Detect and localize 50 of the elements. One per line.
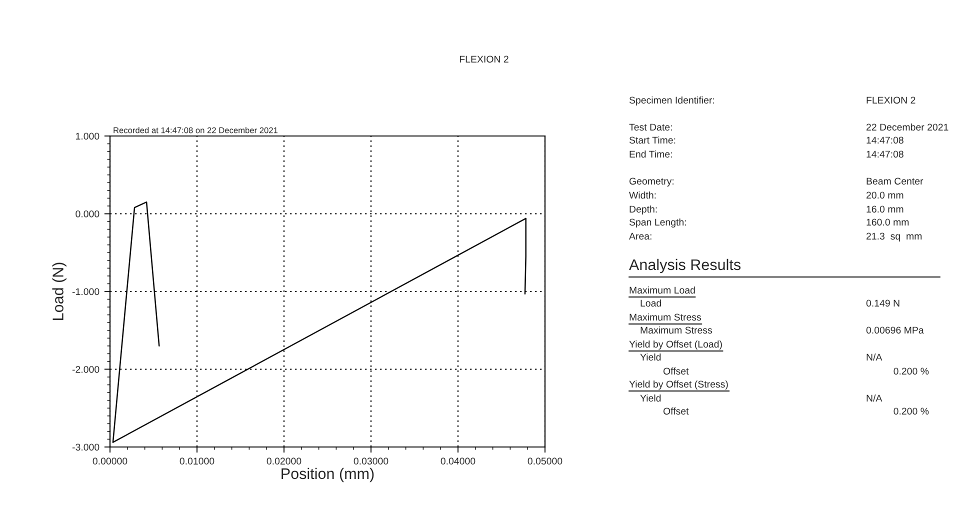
- y-tick-label: 1.000: [76, 132, 100, 140]
- text: 20.0 mm: [866, 192, 904, 199]
- text: N/A: [866, 353, 882, 361]
- x-tick-label: 0.05000: [528, 458, 562, 465]
- x-tick-label: 0.04000: [440, 458, 476, 465]
- text: Start Time:: [629, 136, 676, 144]
- y-tick-label: -2.000: [72, 366, 100, 373]
- text: Maximum Stress: [640, 326, 712, 334]
- text: Yield by Offset (Stress): [629, 380, 728, 390]
- y-tick-label: -1.000: [72, 288, 100, 296]
- text: Yield: [640, 394, 661, 402]
- text: Specimen Identifier:: [629, 96, 714, 106]
- text: 0.00696 MPa: [866, 326, 924, 334]
- x-tick-label: 0.01000: [180, 458, 214, 465]
- text: Maximum Stress: [630, 313, 702, 321]
- text: 14:47:08: [866, 150, 904, 158]
- text: Area:: [629, 232, 652, 240]
- y-axis-title: Load (N): [52, 262, 66, 320]
- x-tick-label: 0.00000: [92, 458, 128, 465]
- x-tick-label: 0.03000: [354, 458, 388, 465]
- text: Offset: [663, 407, 689, 415]
- text: Yield by Offset (Load): [629, 340, 722, 350]
- text: Depth:: [630, 205, 657, 215]
- text: Test Date:: [629, 124, 672, 131]
- text: Maximum Load: [630, 286, 695, 294]
- text: 0.149 N: [866, 300, 900, 307]
- text: Span Length:: [629, 218, 686, 228]
- text: 21.3 sq mm: [866, 232, 922, 242]
- text: 14:47:08: [866, 136, 904, 144]
- text: N/A: [866, 394, 882, 402]
- text: 160.0 mm: [866, 218, 909, 226]
- text: 16.0 mm: [866, 206, 904, 213]
- x-axis-title: Position (mm): [282, 468, 374, 482]
- text: Geometry:: [629, 178, 674, 187]
- text: End Time:: [630, 150, 672, 158]
- text: Analysis Results: [629, 258, 741, 274]
- text: Width:: [629, 191, 656, 199]
- text: FLEXION 2: [866, 96, 916, 104]
- x-tick-label: 0.02000: [266, 458, 302, 465]
- text: Offset: [663, 367, 689, 375]
- chart-title: FLEXION 2: [460, 56, 508, 63]
- text: 0.200 %: [894, 368, 929, 375]
- text: 0.200 %: [894, 408, 929, 415]
- text: 22 December 2021: [866, 123, 948, 131]
- y-tick-label: 0.000: [76, 210, 100, 218]
- text: Beam Center: [866, 178, 924, 185]
- text: Load: [640, 299, 661, 307]
- text: Recorded at 14:47:08 on 22 December 2021: [114, 127, 278, 134]
- text: Yield: [640, 353, 661, 361]
- y-tick-label: -3.000: [72, 444, 100, 451]
